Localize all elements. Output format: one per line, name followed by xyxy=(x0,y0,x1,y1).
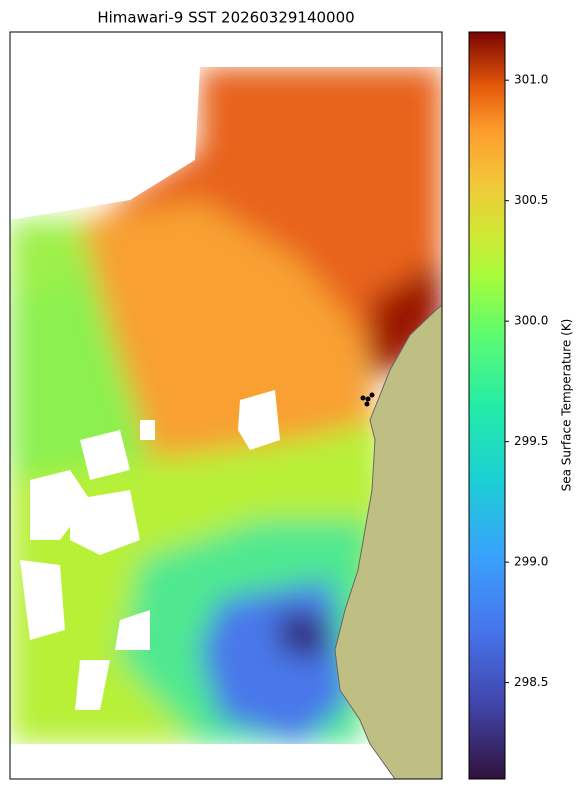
colorbar-tick-label: 300.0 xyxy=(514,314,548,328)
map-title: Himawari-9 SST 20260329140000 xyxy=(97,9,354,27)
colorbar-tick-label: 299.5 xyxy=(514,434,548,448)
colorbar-tick-label: 301.0 xyxy=(514,73,548,87)
colorbar-label: Sea Surface Temperature (K) xyxy=(560,319,574,492)
colorbar-tick-label: 298.5 xyxy=(514,675,548,689)
map-frame xyxy=(9,31,443,780)
colorbar-tick-label: 299.0 xyxy=(514,555,548,569)
colorbar-tick-label: 300.5 xyxy=(514,193,548,207)
colorbar xyxy=(468,31,506,780)
sst-map xyxy=(10,32,442,779)
